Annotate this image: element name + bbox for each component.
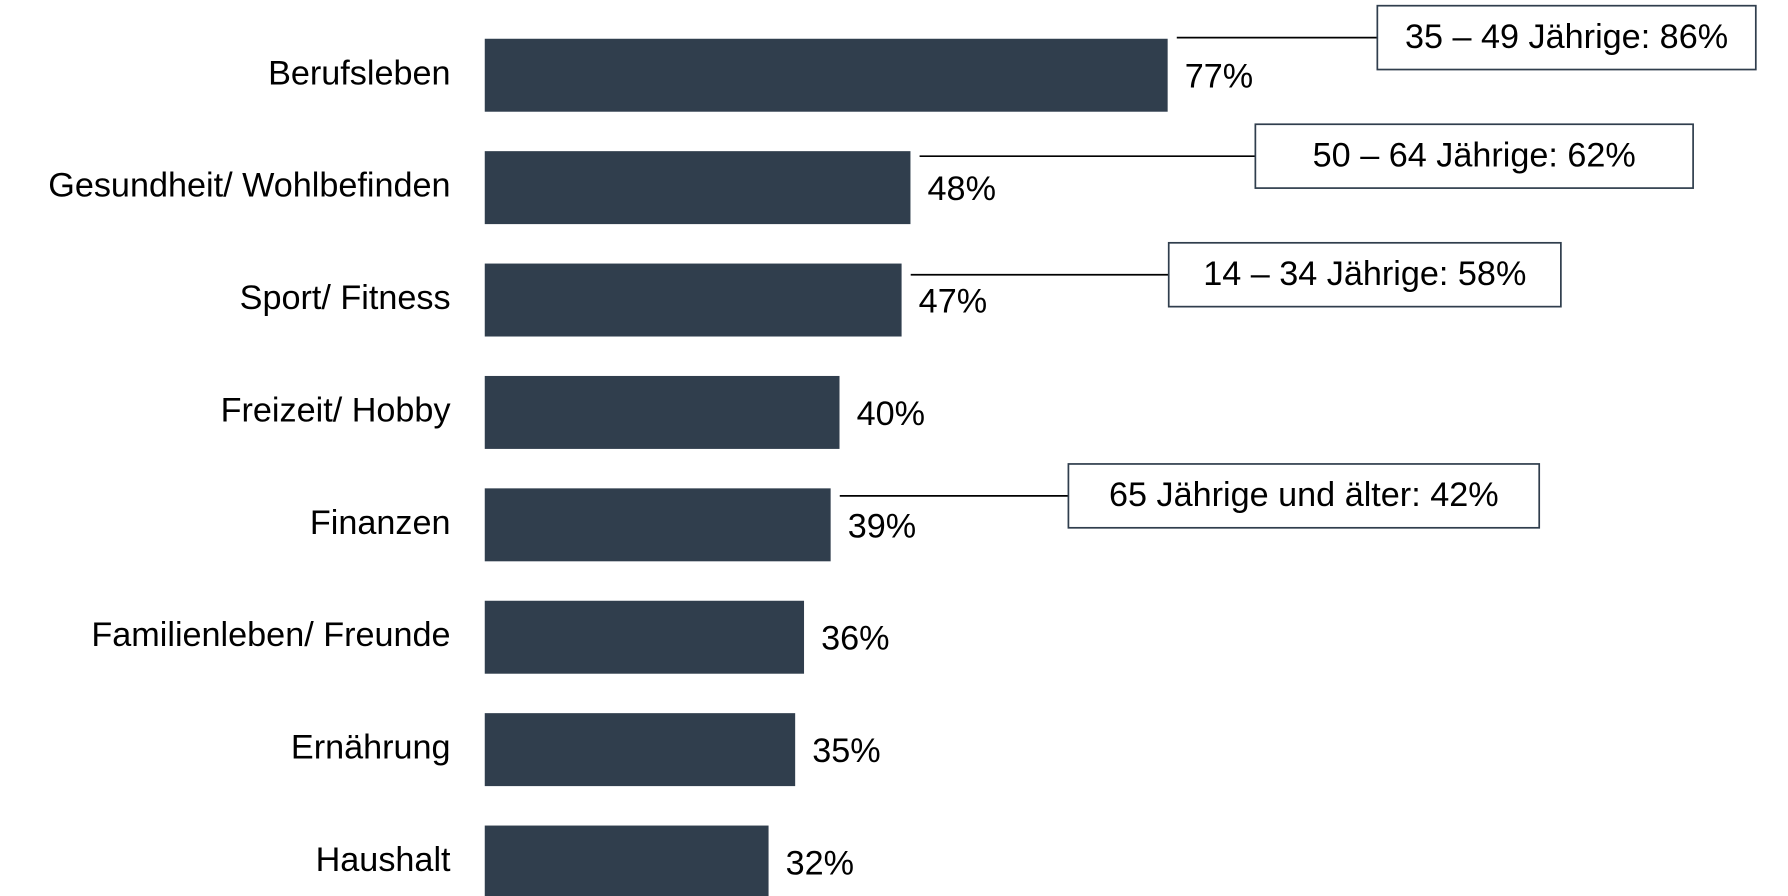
bar	[484, 600, 805, 674]
value-label: 39%	[848, 507, 916, 545]
annotation-text: 65 Jährige und älter: 42%	[1109, 476, 1499, 514]
value-label: 40%	[857, 395, 925, 433]
bar	[484, 38, 1168, 112]
category-label: Sport/ Fitness	[240, 279, 451, 317]
annotation-box	[1254, 123, 1694, 189]
bar	[484, 488, 831, 562]
category-label: Freizeit/ Hobby	[221, 391, 452, 429]
value-label: 32%	[786, 844, 854, 882]
category-label: Finanzen	[310, 504, 451, 542]
annotation-box	[1067, 463, 1541, 529]
category-label: Gesundheit/ Wohlbefinden	[48, 167, 450, 205]
annotation-text: 50 – 64 Jährige: 62%	[1313, 136, 1636, 174]
bar	[484, 825, 769, 896]
bar	[484, 713, 796, 787]
annotation-text: 35 – 49 Jährige: 86%	[1405, 18, 1728, 56]
category-label: Familienleben/ Freunde	[91, 616, 450, 654]
value-label: 47%	[919, 282, 987, 320]
annotation-box	[1167, 241, 1562, 308]
value-label: 48%	[928, 170, 996, 208]
value-label: 36%	[821, 620, 889, 658]
category-label: Haushalt	[316, 841, 451, 879]
value-label: 35%	[812, 732, 880, 770]
bar	[484, 151, 911, 225]
category-label: Ernährung	[291, 729, 451, 767]
annotation-text: 14 – 34 Jährige: 58%	[1203, 255, 1526, 293]
bar	[484, 375, 840, 449]
category-label: Berufsleben	[268, 54, 450, 92]
bar	[484, 263, 902, 337]
value-label: 77%	[1185, 58, 1253, 96]
annotation-box	[1376, 4, 1757, 71]
